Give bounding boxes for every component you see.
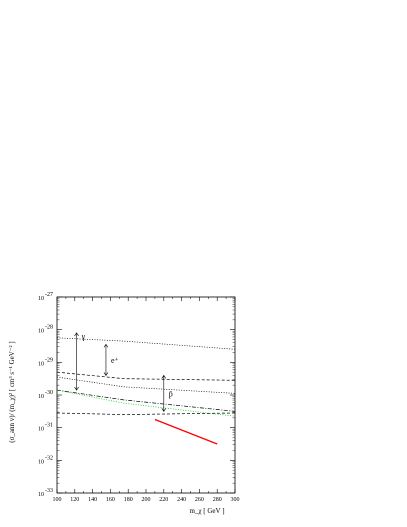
annotation-arrow-head xyxy=(161,408,167,412)
y-tick-label: 10 xyxy=(38,459,44,465)
annotation-arrow-head xyxy=(103,372,109,376)
x-tick-label: 280 xyxy=(213,497,222,503)
x-tick-label: 300 xyxy=(231,497,240,503)
y-tick-exponent: -29 xyxy=(45,357,53,363)
annotation-arrow-head xyxy=(74,386,79,391)
annotation-arrow-head xyxy=(103,343,109,348)
x-axis-label: m_χ [ GeV ] xyxy=(189,507,224,515)
y-tick-label: 10 xyxy=(38,361,44,367)
series-line-3 xyxy=(56,376,236,394)
y-tick-exponent: -32 xyxy=(45,455,53,461)
y-tick-label: 10 xyxy=(38,427,44,433)
series-line-5 xyxy=(56,389,236,417)
y-tick-exponent: -27 xyxy=(45,292,53,298)
annotation-arrow-head xyxy=(161,374,167,379)
x-tick-label: 120 xyxy=(70,497,79,503)
y-tick-exponent: -33 xyxy=(45,488,53,494)
x-tick-label: 140 xyxy=(88,497,97,503)
annotation-label: e⁺ xyxy=(111,356,119,365)
y-axis-label: (σ_ann v)/ (m_χ)² [ cm³ s⁻¹ GeV⁻² ] xyxy=(8,341,16,442)
annotation-arrow-head xyxy=(74,332,79,337)
series-line-6 xyxy=(56,412,236,415)
x-tick-label: 240 xyxy=(177,497,186,503)
y-tick-exponent: -31 xyxy=(45,423,53,429)
x-tick-label: 200 xyxy=(142,497,151,503)
y-tick-label: 10 xyxy=(38,296,44,302)
y-tick-label: 10 xyxy=(38,394,44,400)
x-tick-label: 100 xyxy=(53,497,62,503)
annotation-label: γ xyxy=(81,332,86,341)
y-tick-exponent: -28 xyxy=(45,325,53,331)
x-tick-label: 260 xyxy=(195,497,204,503)
plot-frame xyxy=(56,296,236,494)
series-line-4 xyxy=(56,389,236,412)
series-line-2 xyxy=(56,371,236,381)
y-tick-label: 10 xyxy=(38,492,44,498)
x-tick-label: 220 xyxy=(159,497,168,503)
x-tick-label: 160 xyxy=(106,497,115,503)
annotation-label: p̄ xyxy=(169,389,173,398)
series-line-7 xyxy=(154,418,218,445)
y-tick-label: 10 xyxy=(38,329,44,335)
y-tick-exponent: -30 xyxy=(45,390,53,396)
x-tick-label: 180 xyxy=(124,497,133,503)
